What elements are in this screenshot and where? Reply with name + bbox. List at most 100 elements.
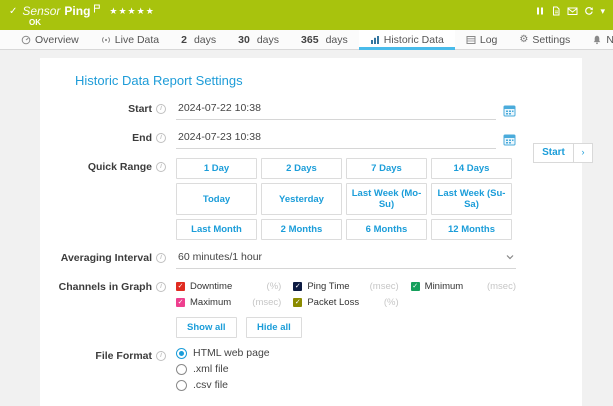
radio-label: .csv file (193, 379, 228, 391)
form-row-quick-range: Quick Range i 1 Day 2 Days 7 Days 14 Day… (40, 158, 582, 240)
report-icon[interactable] (551, 6, 561, 16)
tab-bar: Overview Live Data 2days 30days 365days … (0, 30, 613, 50)
tab-label: days (194, 34, 216, 46)
channel-checkbox[interactable]: ✓ (176, 282, 185, 291)
tab-historic-data[interactable]: Historic Data (359, 30, 455, 49)
tab-settings[interactable]: ⚙ Settings (508, 30, 581, 49)
channel-checkbox[interactable]: ✓ (176, 298, 185, 307)
quick-range-7-days[interactable]: 7 Days (346, 158, 427, 179)
quick-range-2-months[interactable]: 2 Months (261, 219, 342, 240)
quick-range-6-months[interactable]: 6 Months (346, 219, 427, 240)
show-all-button[interactable]: Show all (176, 317, 237, 338)
radio-unselected[interactable] (176, 364, 187, 375)
bell-icon (592, 35, 602, 45)
chevron-down-icon (506, 255, 514, 260)
tab-label: Overview (35, 34, 79, 46)
tab-label: Notification Triggers (606, 34, 613, 46)
section-title-report-settings: Historic Data Report Settings (75, 73, 582, 88)
quick-range-last-week-su-sa[interactable]: Last Week (Su-Sa) (431, 183, 512, 215)
form-row-file-format: File Format i HTML web page .xml file .c… (40, 347, 582, 395)
calendar-icon[interactable] (503, 104, 516, 117)
tab-log[interactable]: Log (455, 30, 509, 49)
start-report-arrow[interactable]: › (574, 143, 593, 163)
info-icon[interactable]: i (156, 162, 166, 172)
bar-chart-icon (370, 35, 380, 45)
radio-label: HTML web page (193, 347, 270, 359)
radio-label: .xml file (193, 363, 229, 375)
tab-30-days[interactable]: 30 days (227, 30, 290, 49)
tab-365-days[interactable]: 365days (290, 30, 359, 49)
calendar-icon[interactable] (503, 133, 516, 146)
channel-unit: (msec) (370, 281, 399, 292)
quick-range-today[interactable]: Today (176, 183, 257, 215)
averaging-interval-value: 60 minutes/1 hour (178, 251, 262, 263)
channel-checkbox[interactable]: ✓ (411, 282, 420, 291)
file-format-option-csv[interactable]: .csv file (176, 379, 516, 391)
info-icon[interactable]: i (156, 104, 166, 114)
gear-icon: ⚙ (519, 34, 528, 45)
pause-icon[interactable] (535, 6, 545, 16)
tab-label: Settings (532, 34, 570, 46)
info-icon[interactable]: i (156, 253, 166, 263)
radio-selected[interactable] (176, 348, 187, 359)
quick-range-yesterday[interactable]: Yesterday (261, 183, 342, 215)
caret-down-icon[interactable]: ▾ (600, 7, 605, 16)
prtg-page: ✓ Sensor Ping ★★★★★ OK ▾ Overview Live D… (0, 0, 613, 406)
averaging-interval-select[interactable]: 60 minutes/1 hour (176, 249, 516, 269)
tab-label: days (257, 34, 279, 46)
end-date-input[interactable]: 2024-07-23 10:38 (176, 129, 496, 149)
channel-unit: (msec) (487, 281, 516, 292)
refresh-icon[interactable] (584, 6, 594, 16)
channel-minimum[interactable]: ✓ Minimum (msec) (411, 281, 516, 292)
radio-unselected[interactable] (176, 380, 187, 391)
form-row-end: End i 2024-07-23 10:38 (40, 129, 582, 149)
channel-name: Packet Loss (307, 297, 359, 308)
info-icon[interactable]: i (156, 282, 166, 292)
start-date-input[interactable]: 2024-07-22 10:38 (176, 100, 496, 120)
tab-2-days[interactable]: 2days (170, 30, 227, 49)
channel-checkbox[interactable]: ✓ (293, 298, 302, 307)
status-check-icon: ✓ (9, 6, 17, 17)
hide-all-button[interactable]: Hide all (246, 317, 302, 338)
info-icon[interactable]: i (156, 351, 166, 361)
quick-range-12-months[interactable]: 12 Months (431, 219, 512, 240)
start-report-button-label[interactable]: Start (533, 143, 574, 163)
info-icon[interactable]: i (156, 133, 166, 143)
tab-overview[interactable]: Overview (10, 30, 90, 49)
file-format-option-xml[interactable]: .xml file (176, 363, 516, 375)
quick-range-last-month[interactable]: Last Month (176, 219, 257, 240)
channel-checkbox[interactable]: ✓ (293, 282, 302, 291)
channel-maximum[interactable]: ✓ Maximum (msec) (176, 297, 281, 308)
quick-range-last-week-mo-su[interactable]: Last Week (Mo-Su) (346, 183, 427, 215)
quick-range-1-day[interactable]: 1 Day (176, 158, 257, 179)
channel-unit: (msec) (252, 297, 281, 308)
channel-unit: (%) (384, 297, 399, 308)
titlebar-toolbar: ▾ (535, 6, 605, 16)
channel-name: Downtime (190, 281, 232, 292)
channel-name: Maximum (190, 297, 231, 308)
quick-range-14-days[interactable]: 14 Days (431, 158, 512, 179)
channel-downtime[interactable]: ✓ Downtime (%) (176, 281, 281, 292)
start-label: Start (40, 100, 152, 115)
file-format-label: File Format (40, 347, 152, 362)
channel-ping-time[interactable]: ✓ Ping Time (msec) (293, 281, 398, 292)
email-icon[interactable] (567, 6, 578, 16)
end-label: End (40, 129, 152, 144)
priority-stars[interactable]: ★★★★★ (109, 5, 154, 17)
tab-label: days (326, 34, 348, 46)
status-badge: OK (29, 18, 41, 27)
channel-packet-loss[interactable]: ✓ Packet Loss (%) (293, 297, 398, 308)
form-row-channels: Channels in Graph i ✓ Downtime (%) ✓ Pin… (40, 278, 582, 338)
channels-label: Channels in Graph (40, 278, 152, 293)
tab-live-data[interactable]: Live Data (90, 30, 170, 49)
start-report-button[interactable]: Start › (533, 143, 593, 163)
form-row-start: Start i 2024-07-22 10:38 (40, 100, 582, 120)
log-list-icon (466, 35, 476, 45)
file-format-option-html[interactable]: HTML web page (176, 347, 516, 359)
tab-label: Log (480, 34, 498, 46)
tab-label-number: 30 (238, 34, 250, 46)
tab-notification-triggers[interactable]: Notification Triggers (581, 30, 613, 49)
sensor-titlebar: ✓ Sensor Ping ★★★★★ OK ▾ (0, 0, 613, 30)
quick-range-2-days[interactable]: 2 Days (261, 158, 342, 179)
channel-name: Ping Time (307, 281, 349, 292)
